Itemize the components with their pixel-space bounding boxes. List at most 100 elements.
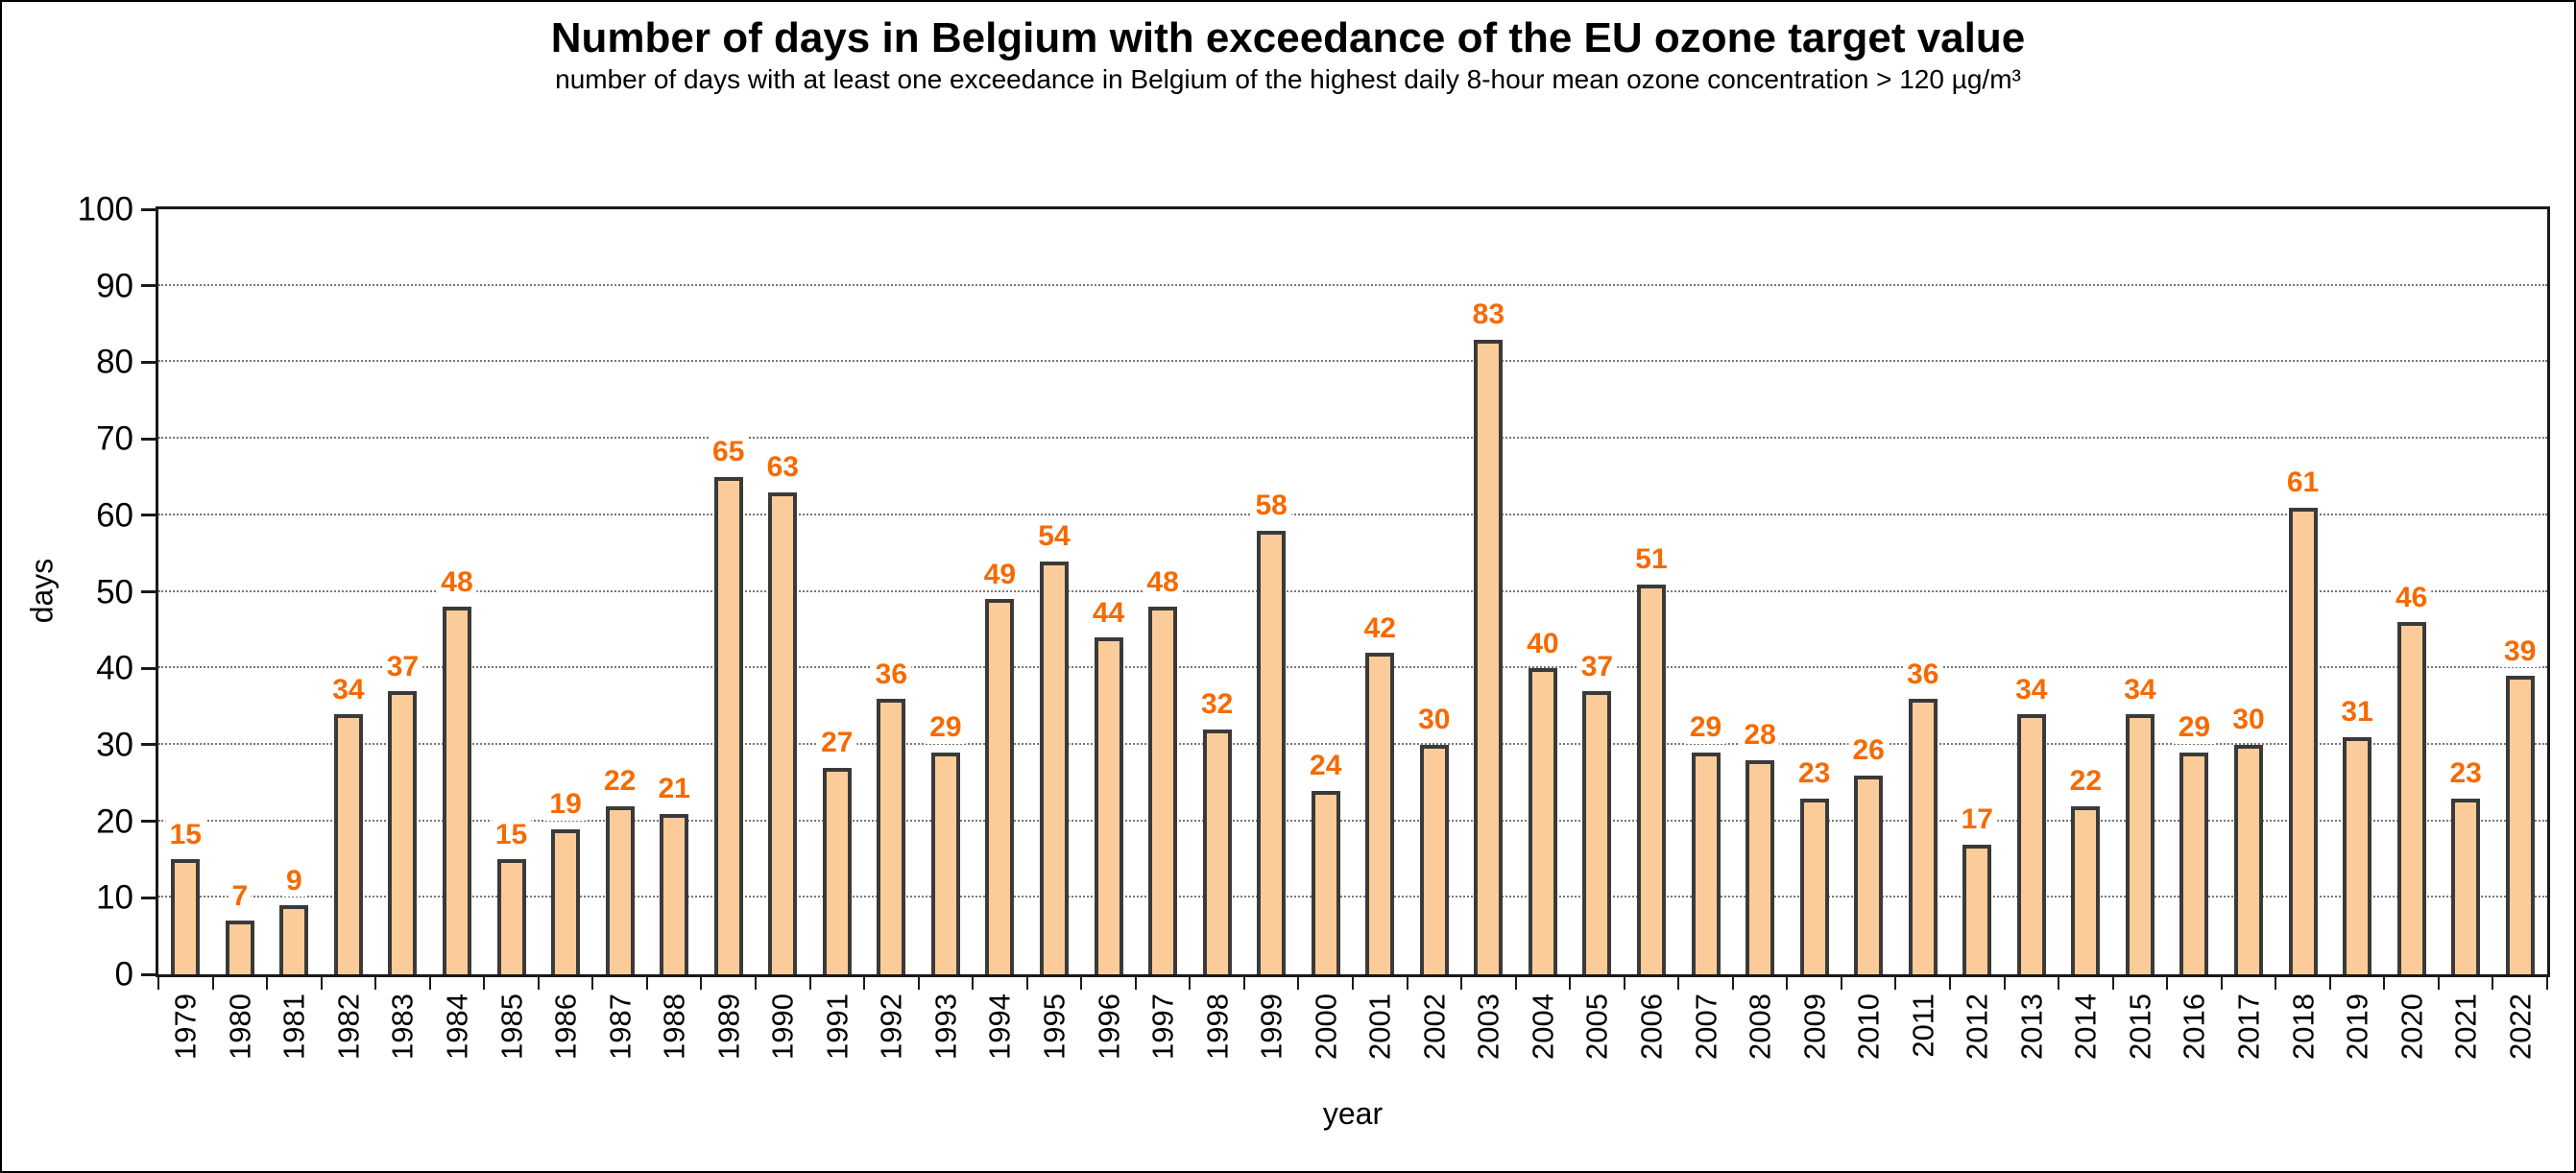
year-label-1987: 1987	[603, 993, 638, 1060]
gridline-20	[158, 819, 2547, 822]
y-tick-50	[141, 590, 156, 593]
y-tick-40	[141, 666, 156, 670]
bar-slot-2001: 42	[1353, 209, 1408, 974]
year-label-2008: 2008	[1743, 993, 1777, 1060]
bar-slot-2021: 23	[2439, 209, 2493, 974]
bar-value-1987: 22	[599, 765, 640, 798]
y-tick-label-40: 40	[96, 649, 133, 687]
bar-slot-1994: 49	[973, 209, 1027, 974]
year-label-1999: 1999	[1254, 993, 1288, 1060]
y-tick-90	[141, 284, 156, 288]
bar-2004	[1528, 668, 1557, 974]
x-tick-16	[1025, 977, 1028, 990]
bar-2012	[1962, 844, 1992, 974]
year-label-1990: 1990	[765, 993, 800, 1060]
bar-value-1986: 19	[545, 788, 586, 821]
bar-2005	[1582, 691, 1612, 974]
year-label-2002: 2002	[1417, 993, 1452, 1060]
x-tick-27	[1623, 977, 1625, 990]
bar-slot-2006: 51	[1625, 209, 1679, 974]
x-tick-30	[1786, 977, 1789, 990]
x-tick-1	[211, 977, 214, 990]
year-label-2020: 2020	[2395, 993, 2429, 1060]
year-label-2000: 2000	[1309, 993, 1343, 1060]
gridline-40	[158, 666, 2547, 669]
bar-value-1988: 21	[654, 773, 694, 805]
year-label-2015: 2015	[2123, 993, 2157, 1060]
bar-1998	[1202, 729, 1232, 974]
year-label-2007: 2007	[1689, 993, 1723, 1060]
year-label-2003: 2003	[1471, 993, 1505, 1060]
x-tick-15	[972, 977, 975, 990]
bar-2007	[1691, 752, 1721, 974]
year-label-2004: 2004	[1526, 993, 1560, 1060]
year-label-1996: 1996	[1092, 993, 1126, 1060]
x-tick-4	[374, 977, 377, 990]
bar-value-2021: 23	[2445, 757, 2486, 790]
bar-value-2014: 22	[2065, 765, 2107, 798]
bar-2016	[2179, 752, 2209, 974]
y-tick-label-0: 0	[114, 955, 133, 993]
x-axis-label: year	[1322, 1096, 1384, 1131]
bar-1996	[1094, 637, 1123, 974]
bar-slot-1995: 54	[1027, 209, 1082, 974]
bar-slot-1999: 58	[1244, 209, 1299, 974]
bar-1994	[985, 599, 1015, 974]
bar-1984	[442, 607, 471, 974]
bar-value-1997: 48	[1143, 565, 1183, 599]
bar-value-2002: 30	[1414, 704, 1455, 736]
bar-slot-1998: 32	[1190, 209, 1244, 974]
x-tick-14	[917, 977, 920, 990]
year-label-1981: 1981	[277, 993, 311, 1060]
year-label-2012: 2012	[1960, 993, 1994, 1060]
year-label-2022: 2022	[2503, 993, 2538, 1060]
bar-slot-1981: 9	[267, 209, 322, 974]
bar-value-2020: 46	[2391, 581, 2432, 614]
bar-2013	[2016, 714, 2046, 974]
x-tick-25	[1514, 977, 1517, 990]
bar-value-2008: 28	[1740, 719, 1780, 752]
x-tick-42	[2437, 977, 2440, 990]
y-axis-label: days	[24, 558, 60, 624]
bar-value-1990: 63	[762, 451, 803, 484]
bar-2008	[1745, 759, 1775, 974]
x-tick-22	[1352, 977, 1354, 990]
bar-slot-2004: 40	[1516, 209, 1571, 974]
bar-value-2001: 42	[1360, 611, 1400, 645]
bar-value-2007: 29	[1685, 711, 1726, 744]
gridline-50	[158, 589, 2547, 592]
bar-slot-2016: 29	[2167, 209, 2222, 974]
x-tick-28	[1677, 977, 1680, 990]
bar-2015	[2125, 714, 2155, 974]
bar-slot-2003: 83	[1461, 209, 1516, 974]
year-label-1993: 1993	[928, 993, 963, 1060]
bar-slot-1985: 15	[484, 209, 539, 974]
x-tick-36	[2111, 977, 2114, 990]
bar-slot-2019: 31	[2330, 209, 2385, 974]
y-tick-label-60: 60	[96, 496, 133, 535]
bar-slot-2014: 22	[2058, 209, 2113, 974]
year-label-1995: 1995	[1037, 993, 1071, 1060]
bar-value-2012: 17	[1957, 803, 1997, 836]
year-label-2011: 2011	[1906, 993, 1940, 1058]
bar-slot-2002: 30	[1408, 209, 1462, 974]
bar-2017	[2233, 744, 2263, 974]
bar-slot-2012: 17	[1950, 209, 2005, 974]
bar-1981	[279, 905, 309, 974]
x-tick-2	[266, 977, 269, 990]
bar-slot-2011: 36	[1895, 209, 1950, 974]
x-tick-12	[808, 977, 811, 990]
x-tick-8	[591, 977, 594, 990]
x-tick-32	[1894, 977, 1897, 990]
bar-value-2015: 34	[2120, 673, 2160, 706]
chart-subtitle: number of days with at least one exceeda…	[555, 64, 2021, 94]
bar-slot-1990: 63	[756, 209, 810, 974]
y-tick-80	[141, 360, 156, 364]
bar-slot-2007: 29	[1678, 209, 1733, 974]
x-tick-9	[645, 977, 648, 990]
year-label-2001: 2001	[1362, 993, 1397, 1060]
bar-1988	[660, 813, 689, 974]
bar-value-1985: 15	[491, 818, 532, 851]
bar-slot-1986: 19	[539, 209, 593, 974]
bar-value-2011: 36	[1903, 658, 1943, 691]
